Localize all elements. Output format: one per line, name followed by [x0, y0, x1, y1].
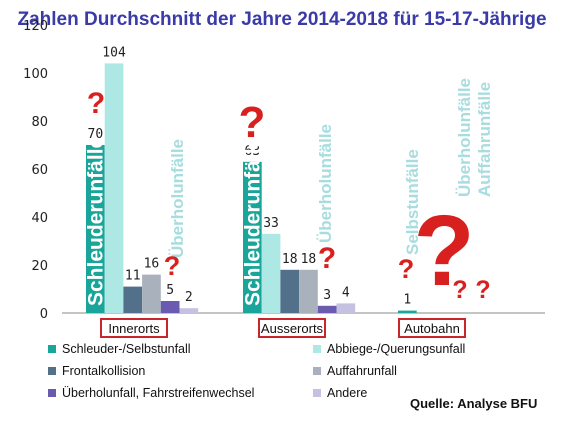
- category-box-0: [100, 318, 168, 338]
- y-tick-label: 0: [40, 307, 48, 322]
- chart-title: Zahlen Durchschnitt der Jahre 2014-2018 …: [17, 9, 546, 30]
- bar-0-2: [398, 310, 417, 313]
- y-axis: 0 20 40 60 80 100 120: [23, 19, 545, 322]
- question-mark: ?: [475, 276, 490, 304]
- category-box-2: [398, 318, 466, 338]
- legend: Schleuder-/Selbstunfall Abbiege-/Querungs…: [48, 342, 465, 400]
- question-mark: ?: [164, 251, 181, 281]
- bar-3-1: [299, 269, 318, 313]
- value-label: 104: [102, 45, 126, 60]
- legend-label: Andere: [327, 386, 367, 400]
- legend-label: Überholunfall, Fahrstreifenwechsel: [62, 386, 254, 400]
- question-mark: ?: [413, 195, 474, 307]
- legend-swatch-5: [313, 389, 321, 397]
- group-labels: Innerorts Ausserorts Autobahn: [100, 318, 466, 338]
- value-label: 33: [263, 216, 279, 231]
- bar-1-0: [104, 63, 124, 314]
- legend-swatch-2: [48, 367, 56, 375]
- source-text: Quelle: Analyse BFU: [410, 396, 537, 411]
- bar-0-0: [86, 145, 105, 313]
- bar-0-1: [243, 161, 262, 313]
- legend-label: Frontalkollision: [62, 364, 145, 378]
- bar-2-1: [280, 269, 300, 313]
- rotated-label-autobahn-3: Auffahrunfälle: [475, 82, 494, 197]
- legend-swatch-0: [48, 345, 56, 353]
- bar-4-0: [160, 301, 180, 313]
- legend-swatch-1: [313, 345, 321, 353]
- rotated-label-autobahn-1: Selbstunfälle: [403, 149, 422, 255]
- legend-swatch-4: [48, 389, 56, 397]
- question-mark: ?: [398, 254, 415, 284]
- category-label: Innerorts: [108, 321, 160, 336]
- value-label: 18: [282, 252, 298, 267]
- question-mark: ?: [318, 242, 336, 275]
- rotated-label-autobahn-2: Überholunfälle: [455, 78, 474, 197]
- y-tick-label: 120: [23, 19, 48, 34]
- annotations: Schleuderunfälle Schleuderunfälle Überholu…: [84, 78, 494, 307]
- rotated-label-ausserorts: Überholunfälle: [316, 124, 335, 243]
- bar-4-1: [317, 305, 337, 313]
- bar-5-1: [336, 303, 356, 313]
- rotated-label-innerorts: Überholunfälle: [168, 139, 187, 258]
- value-label: 16: [144, 257, 160, 272]
- value-label: 4: [342, 285, 350, 300]
- value-label: 3: [323, 288, 331, 303]
- value-label: 5: [166, 283, 174, 298]
- bars: [86, 63, 417, 314]
- in-bar-label-innerorts: Schleuderunfälle: [84, 137, 107, 306]
- value-label: 2: [185, 290, 193, 305]
- category-label: Ausserorts: [261, 321, 324, 336]
- bar-1-1: [261, 233, 281, 313]
- legend-label: Auffahrunfall: [327, 364, 397, 378]
- y-tick-label: 20: [31, 259, 48, 274]
- y-tick-label: 40: [31, 211, 48, 226]
- legend-label: Abbiege-/Querungsunfall: [327, 342, 465, 356]
- bar-5-0: [179, 308, 199, 313]
- value-label: 1: [403, 293, 411, 308]
- legend-swatch-3: [313, 367, 321, 375]
- value-label: 11: [125, 269, 141, 284]
- in-bar-label-ausserorts: Schleuderunfälle: [241, 137, 264, 306]
- y-tick-label: 80: [31, 115, 48, 130]
- legend-label: Schleuder-/Selbstunfall: [62, 342, 191, 356]
- question-mark: ?: [452, 276, 467, 304]
- value-label: 63: [245, 144, 261, 159]
- category-box-1: [258, 318, 326, 338]
- value-label: 70: [88, 127, 104, 142]
- category-label: Autobahn: [404, 321, 460, 336]
- y-tick-label: 100: [23, 67, 48, 82]
- bar-3-0: [142, 274, 161, 313]
- question-mark: ?: [87, 87, 105, 120]
- bar-2-0: [123, 286, 143, 313]
- question-mark: ?: [239, 98, 266, 147]
- value-labels: 70 63 1 104 33 11 18 16 18 5 3 2 4: [88, 45, 412, 307]
- value-label: 18: [301, 252, 317, 267]
- y-tick-label: 60: [31, 163, 48, 178]
